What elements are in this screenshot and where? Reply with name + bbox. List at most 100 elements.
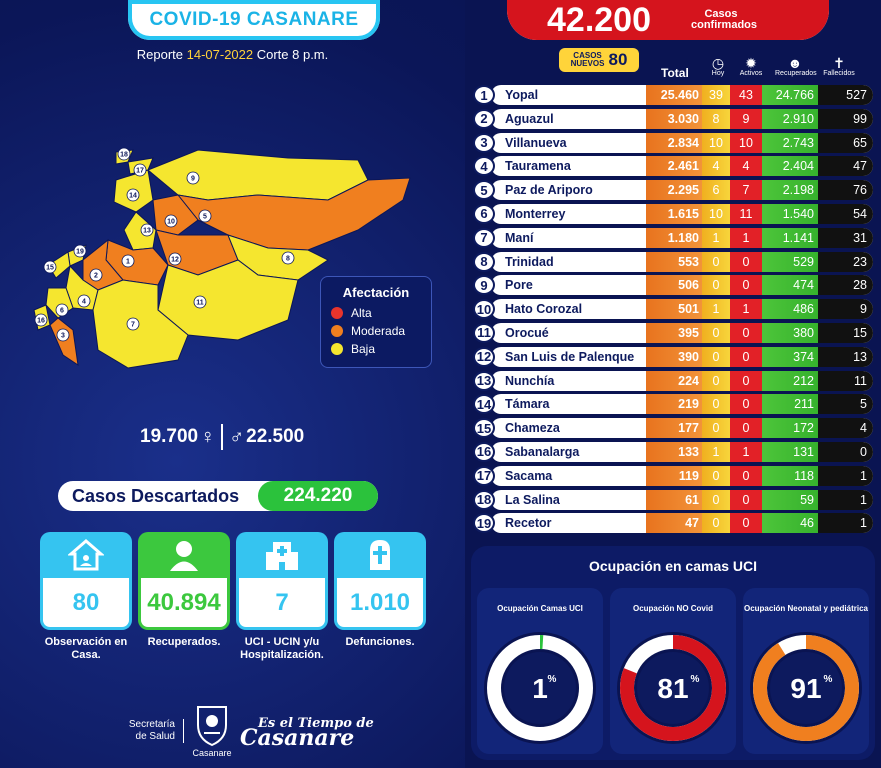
table-row: 13 Nunchía 224 0 0 212 11 — [473, 370, 873, 392]
today-cases: 1 — [702, 299, 730, 320]
men-count: 22.500 — [246, 426, 305, 447]
deaths: 47 — [818, 156, 873, 177]
today-cases: 0 — [702, 394, 730, 415]
report-suffix: Corte 8 p.m. — [253, 47, 329, 62]
deaths: 31 — [818, 227, 873, 248]
map-region-7 — [92, 279, 189, 369]
deaths: 13 — [818, 346, 873, 367]
new-cases-value: 80 — [608, 50, 628, 69]
deaths: 11 — [818, 370, 873, 391]
table-row: 2 Aguazul 3.030 8 9 2.910 99 — [473, 108, 873, 130]
total-cases: 553 — [646, 251, 702, 272]
municipality-name: Trinidad — [505, 254, 554, 269]
deaths: 1 — [818, 465, 873, 486]
deaths: 9 — [818, 299, 873, 320]
total-cases: 47 — [646, 513, 702, 534]
title-banner: COVID-19 CASANARE — [128, 0, 380, 40]
municipality-name: Maní — [505, 230, 534, 245]
active-cases: 9 — [730, 108, 762, 129]
deaths: 15 — [818, 322, 873, 343]
municipality-name: Chameza — [505, 421, 560, 436]
deaths: 23 — [818, 251, 873, 272]
map-label-10: 10 — [167, 219, 175, 226]
row-number: 10 — [473, 299, 495, 320]
map-label-7: 7 — [131, 322, 135, 329]
page-title: COVID-19 CASANARE — [149, 9, 359, 30]
map-label-16: 16 — [37, 318, 45, 325]
gauge-ring: 91 % — [750, 632, 862, 744]
gauge-label: Ocupación Camas UCI — [497, 604, 583, 613]
municipality-name: Hato Corozal — [505, 302, 583, 317]
deaths: 99 — [818, 108, 873, 129]
deaths: 65 — [818, 132, 873, 153]
recovered-cases: 374 — [762, 346, 818, 367]
recovered-cases: 486 — [762, 299, 818, 320]
legend-item-alta: Alta — [331, 306, 421, 320]
card-caption: Observación en Casa. — [44, 636, 128, 661]
row-bar: Tauramena 2.461 4 4 2.404 47 — [491, 156, 873, 177]
active-cases: 0 — [730, 251, 762, 272]
row-bar: Trinidad 553 0 0 529 23 — [491, 251, 873, 272]
deaths: 54 — [818, 203, 873, 224]
gender-divider — [221, 424, 224, 450]
row-bar: Villanueva 2.834 10 10 2.743 65 — [491, 132, 873, 153]
map-region-9 — [147, 149, 369, 201]
deaths: 5 — [818, 394, 873, 415]
tombstone-icon — [370, 540, 390, 570]
row-number: 7 — [473, 227, 495, 248]
today-cases: 0 — [702, 346, 730, 367]
total-cases: 219 — [646, 394, 702, 415]
municipality-name: Nunchía — [505, 373, 555, 388]
gauge-fill — [487, 635, 593, 741]
active-cases: 0 — [730, 465, 762, 486]
gauge-ring: 1 % — [484, 632, 596, 744]
map-label-14: 14 — [129, 193, 137, 200]
today-cases: 6 — [702, 180, 730, 201]
total-cases: 119 — [646, 465, 702, 486]
gauge-value: 81 — [657, 673, 688, 704]
recovered-cases: 2.910 — [762, 108, 818, 129]
active-cases: 0 — [730, 370, 762, 391]
table-row: 9 Pore 506 0 0 474 28 — [473, 274, 873, 296]
table-row: 6 Monterrey 1.615 10 11 1.540 54 — [473, 203, 873, 225]
recovered-cases: 59 — [762, 489, 818, 510]
row-number: 5 — [473, 180, 495, 201]
active-cases: 0 — [730, 513, 762, 534]
slogan-top: Es el Tiempo de — [258, 715, 374, 731]
total-cases: 177 — [646, 418, 702, 439]
today-cases: 0 — [702, 418, 730, 439]
map-label-9: 9 — [191, 176, 195, 183]
table-row: 19 Recetor 47 0 0 46 1 — [473, 512, 873, 534]
map-label-11: 11 — [196, 300, 204, 307]
recovered-cases: 118 — [762, 465, 818, 486]
total-cases: 390 — [646, 346, 702, 367]
map-label-18: 18 — [120, 152, 128, 159]
map-label-13: 13 — [143, 228, 151, 235]
row-bar: Recetor 47 0 0 46 1 — [491, 513, 873, 534]
total-cases: 25.460 — [646, 85, 702, 105]
gauge-fill — [620, 635, 726, 741]
row-number: 14 — [473, 394, 495, 415]
map-label-12: 12 — [171, 257, 179, 264]
table-row: 8 Trinidad 553 0 0 529 23 — [473, 251, 873, 273]
confirmed-banner: 42.200 Casos confirmados — [507, 0, 829, 40]
table-row: 11 Orocué 395 0 0 380 15 — [473, 322, 873, 344]
casanare-map: 9 5 10 14 17 18 13 12 8 1 11 2 19 15 4 6… — [33, 147, 411, 369]
map-label-6: 6 — [60, 308, 64, 315]
secretaria-label: Secretaría de Salud — [128, 718, 184, 743]
card-value: 40.894 — [138, 578, 230, 630]
row-bar: Nunchía 224 0 0 212 11 — [491, 370, 873, 391]
slogan-big: Casanare — [240, 724, 355, 751]
municipality-name: La Salina — [505, 492, 560, 507]
active-cases: 0 — [730, 394, 762, 415]
today-cases: 0 — [702, 251, 730, 272]
row-number: 19 — [473, 513, 495, 534]
table-row: 3 Villanueva 2.834 10 10 2.743 65 — [473, 132, 873, 154]
recovered-cases: 212 — [762, 370, 818, 391]
row-bar: Hato Corozal 501 1 1 486 9 — [491, 299, 873, 320]
row-bar: Pore 506 0 0 474 28 — [491, 275, 873, 296]
active-cases: 11 — [730, 203, 762, 224]
col-header-recuperados: ☻ Recuperados — [775, 56, 817, 77]
recovered-cases: 380 — [762, 322, 818, 343]
table-row: 5 Paz de Ariporo 2.295 6 7 2.198 76 — [473, 179, 873, 201]
